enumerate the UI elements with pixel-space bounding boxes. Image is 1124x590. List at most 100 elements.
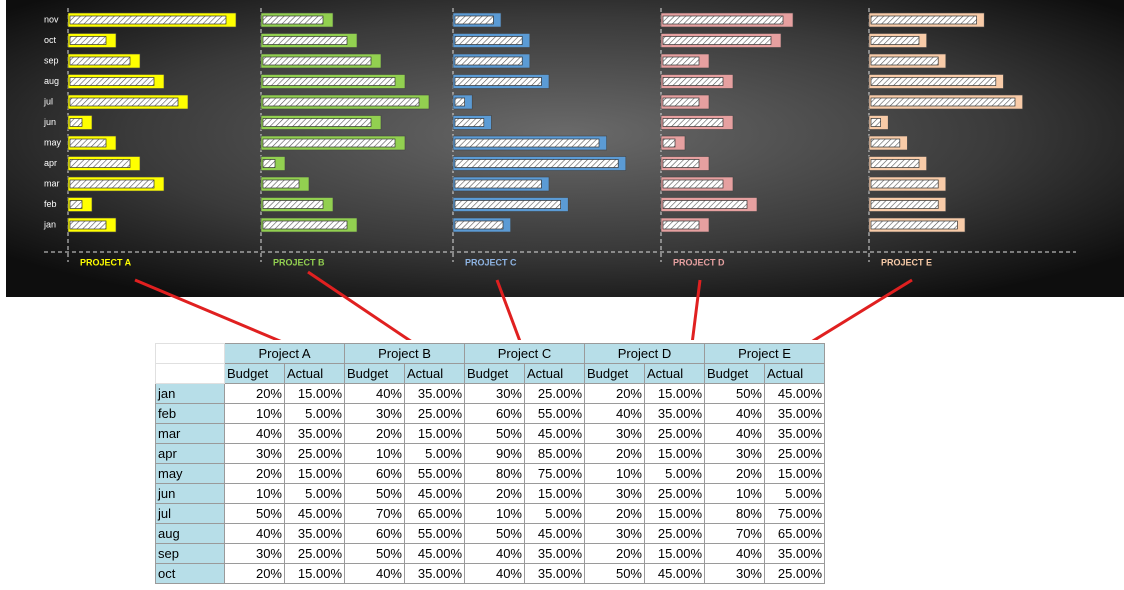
actual-bar (662, 36, 772, 45)
actual-bar (662, 138, 676, 148)
table-cell: Actual (644, 363, 705, 384)
table-cell: 30% (344, 403, 405, 424)
table-cell: 30% (584, 523, 645, 544)
table-cell: 5.00% (284, 403, 345, 424)
table-row: apr 30% 25.00% 10% 5.00% 90% 85.00% 20% 15.00% 30… (155, 443, 825, 464)
table-cell: 50% (464, 423, 525, 444)
panel-title: PROJECT E (881, 257, 932, 267)
actual-bar (69, 220, 107, 230)
table-cell: 50% (464, 523, 525, 544)
table-cell: 25.00% (644, 423, 705, 444)
table-cell: 15.00% (644, 543, 705, 564)
table-cell: sep (155, 543, 225, 564)
actual-bar (454, 179, 542, 189)
table-cell: Project E (704, 343, 825, 364)
table-cell: 15.00% (644, 503, 705, 524)
actual-bar (454, 220, 504, 230)
table-cell: 55.00% (524, 403, 585, 424)
table-cell: 15.00% (644, 443, 705, 464)
table-row: jun 10% 5.00% 50% 45.00% 20% 15.00% 30% 25.00% 10… (155, 483, 825, 504)
table-cell: 85.00% (524, 443, 585, 464)
table-cell: 60% (464, 403, 525, 424)
table-cell: 40% (704, 423, 765, 444)
table-cell: 15.00% (524, 483, 585, 504)
table-cell: 5.00% (284, 483, 345, 504)
table-cell: 55.00% (404, 523, 465, 544)
actual-bar (69, 118, 83, 127)
table-cell: 25.00% (764, 443, 825, 464)
actual-bar (870, 179, 939, 189)
actual-bar (662, 56, 700, 66)
table-cell: 80% (704, 503, 765, 524)
table-cell: 5.00% (524, 503, 585, 524)
table-cell: Project C (464, 343, 585, 364)
y-tick-label: nov (44, 14, 59, 24)
actual-bar (69, 56, 131, 66)
table-cell: 35.00% (404, 383, 465, 404)
table-cell: 40% (464, 543, 525, 564)
table-cell: 25.00% (284, 543, 345, 564)
table-row: Budget Actual Budget Actual Budget Actual Budg… (155, 363, 825, 384)
actual-bar (870, 97, 1016, 107)
table-cell: 20% (584, 543, 645, 564)
actual-bar (870, 159, 920, 168)
table-cell: 80% (464, 463, 525, 484)
actual-bar (870, 77, 997, 86)
actual-bar (262, 15, 324, 25)
y-tick-label: jan (43, 219, 56, 229)
table-cell: 25.00% (524, 383, 585, 404)
table-cell: 55.00% (404, 463, 465, 484)
table-cell: feb (155, 403, 225, 424)
actual-bar (870, 138, 901, 148)
table-cell: 60% (344, 463, 405, 484)
table-cell: 15.00% (284, 563, 345, 584)
actual-bar (69, 97, 179, 107)
table-cell: jan (155, 383, 225, 404)
actual-bar (262, 77, 396, 86)
table-cell: may (155, 463, 225, 484)
table-cell: 20% (344, 423, 405, 444)
table-cell: 50% (344, 483, 405, 504)
table-cell: Actual (764, 363, 825, 384)
table-cell: aug (155, 523, 225, 544)
table-cell: 40% (224, 423, 285, 444)
actual-bar (69, 77, 155, 86)
panel-title: PROJECT B (273, 257, 325, 267)
actual-bar (870, 15, 977, 25)
actual-bar (454, 200, 561, 209)
table-cell: Budget (464, 363, 525, 384)
table-cell: 40% (464, 563, 525, 584)
table-cell: Budget (344, 363, 405, 384)
table-cell: 15.00% (404, 423, 465, 444)
actual-bar (69, 179, 155, 189)
table-cell: 10% (224, 483, 285, 504)
table-cell: 75.00% (764, 503, 825, 524)
actual-bar (454, 15, 494, 25)
panel-title: PROJECT C (465, 257, 517, 267)
table-row: aug 40% 35.00% 60% 55.00% 50% 45.00% 30% 25.00% 7… (155, 523, 825, 544)
table-cell: 5.00% (764, 483, 825, 504)
y-tick-label: sep (44, 55, 59, 65)
y-tick-label: jul (43, 96, 53, 106)
y-tick-label: oct (44, 35, 57, 45)
table-cell: Project B (344, 343, 465, 364)
table-cell: 20% (224, 383, 285, 404)
actual-bar (262, 200, 324, 209)
table-cell: 40% (344, 563, 405, 584)
table-cell: 30% (464, 383, 525, 404)
table-cell: 25.00% (644, 523, 705, 544)
table-cell: 45.00% (404, 543, 465, 564)
actual-bar (69, 200, 83, 209)
table-row: jan 20% 15.00% 40% 35.00% 30% 25.00% 20% 15.00% 5… (155, 383, 825, 404)
table-row: oct 20% 15.00% 40% 35.00% 40% 35.00% 50% 45.00% 3… (155, 563, 825, 584)
actual-bar (454, 97, 465, 107)
y-tick-label: jun (43, 117, 56, 127)
table-cell: 45.00% (404, 483, 465, 504)
y-tick-label: apr (44, 158, 57, 168)
actual-bar (662, 118, 724, 127)
table-cell: 30% (224, 543, 285, 564)
actual-bar (662, 179, 724, 189)
table-cell: 45.00% (284, 503, 345, 524)
table-cell: 35.00% (404, 563, 465, 584)
table-cell: 35.00% (764, 423, 825, 444)
